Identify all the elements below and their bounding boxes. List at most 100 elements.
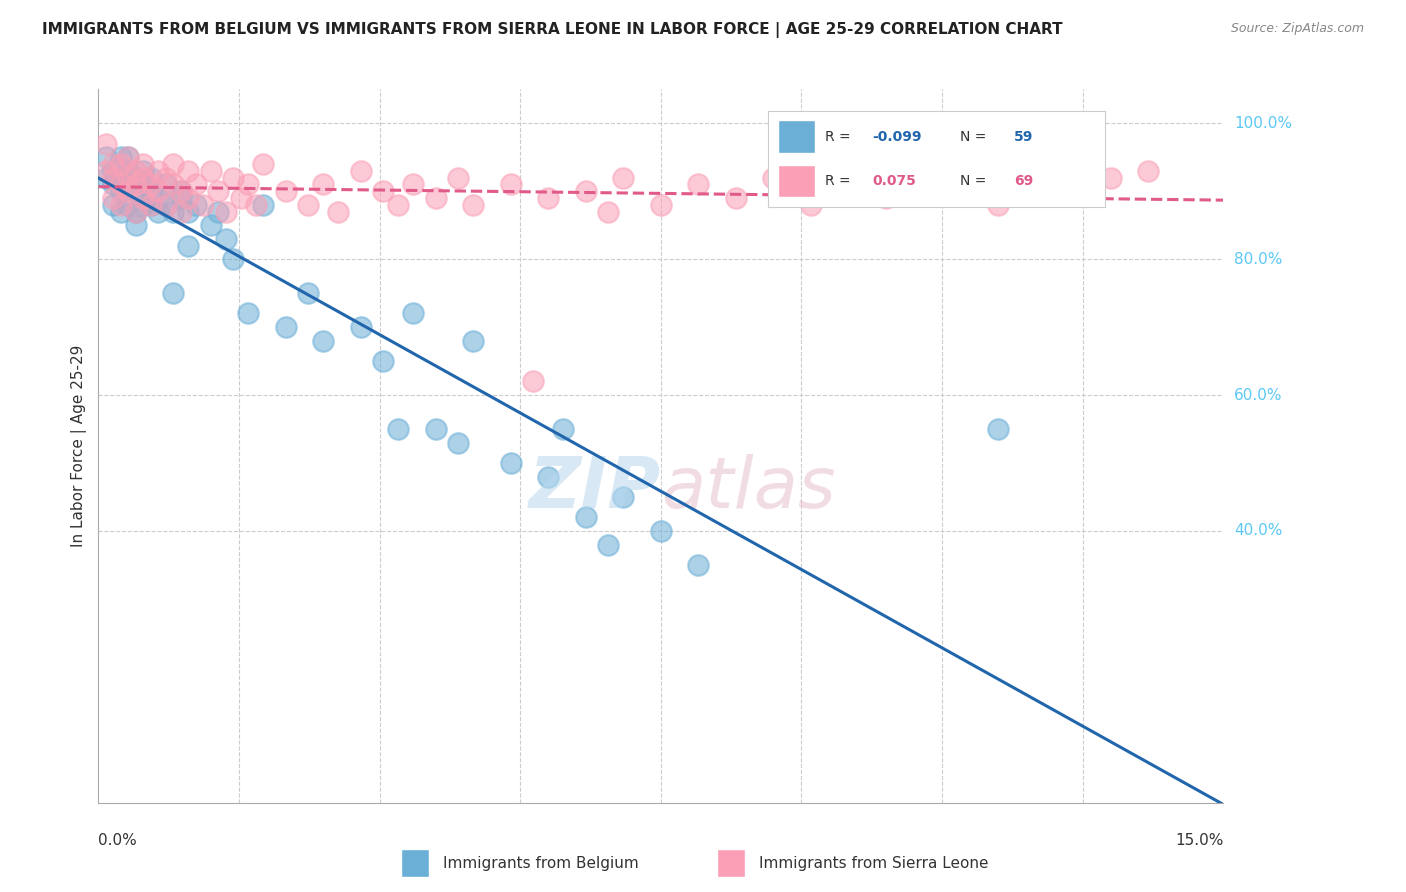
Point: [575, 184, 598, 198]
Point: [252, 198, 274, 212]
Point: [312, 334, 335, 348]
Point: [103, 198, 125, 212]
Point: [200, 163, 222, 178]
Point: [94, 150, 117, 164]
Point: [402, 178, 425, 192]
Point: [162, 178, 184, 192]
Point: [373, 354, 395, 368]
Point: [103, 191, 125, 205]
Point: [238, 306, 260, 320]
Point: [688, 558, 710, 572]
Point: [1062, 184, 1084, 198]
Point: [110, 178, 132, 192]
Point: [177, 191, 200, 205]
Point: [350, 163, 373, 178]
Point: [598, 537, 620, 551]
Point: [537, 469, 560, 483]
Point: [155, 198, 177, 212]
Point: [117, 150, 139, 164]
Point: [110, 198, 132, 212]
Point: [387, 198, 409, 212]
Text: atlas: atlas: [661, 454, 835, 524]
Point: [103, 178, 125, 192]
Point: [125, 170, 148, 185]
Point: [1099, 170, 1122, 185]
Point: [402, 306, 425, 320]
Point: [425, 191, 447, 205]
Point: [94, 170, 117, 185]
Point: [170, 191, 193, 205]
Point: [125, 204, 148, 219]
Point: [139, 178, 162, 192]
Point: [177, 163, 200, 178]
Point: [447, 435, 470, 450]
Point: [222, 252, 245, 266]
Point: [987, 422, 1010, 436]
Point: [650, 524, 672, 538]
Point: [184, 178, 207, 192]
Point: [238, 178, 260, 192]
Point: [837, 178, 859, 192]
Point: [110, 204, 132, 219]
Point: [762, 170, 785, 185]
Point: [215, 204, 238, 219]
Point: [612, 170, 634, 185]
Point: [724, 191, 747, 205]
Point: [598, 204, 620, 219]
Point: [117, 184, 139, 198]
Point: [1137, 163, 1160, 178]
Point: [139, 198, 162, 212]
Point: [162, 286, 184, 301]
Point: [125, 218, 148, 232]
Point: [132, 163, 155, 178]
Point: [312, 178, 335, 192]
Point: [162, 157, 184, 171]
Point: [215, 232, 238, 246]
Point: [125, 184, 148, 198]
Point: [148, 184, 170, 198]
Point: [110, 157, 132, 171]
Bar: [717, 849, 745, 877]
Point: [148, 204, 170, 219]
Point: [139, 184, 162, 198]
Point: [103, 157, 125, 171]
Text: 80.0%: 80.0%: [1234, 252, 1282, 267]
Point: [125, 178, 148, 192]
Point: [148, 191, 170, 205]
Bar: [401, 849, 429, 877]
Point: [245, 198, 267, 212]
Point: [139, 198, 162, 212]
Point: [170, 184, 193, 198]
Text: Source: ZipAtlas.com: Source: ZipAtlas.com: [1230, 22, 1364, 36]
Point: [132, 170, 155, 185]
Text: IMMIGRANTS FROM BELGIUM VS IMMIGRANTS FROM SIERRA LEONE IN LABOR FORCE | AGE 25-: IMMIGRANTS FROM BELGIUM VS IMMIGRANTS FR…: [42, 22, 1063, 38]
Point: [350, 320, 373, 334]
Y-axis label: In Labor Force | Age 25-29: In Labor Force | Age 25-29: [72, 345, 87, 547]
Point: [155, 170, 177, 185]
Point: [103, 163, 125, 178]
Text: 0.0%: 0.0%: [98, 833, 138, 848]
Point: [912, 170, 935, 185]
Point: [499, 456, 522, 470]
Point: [297, 286, 319, 301]
Point: [387, 422, 409, 436]
Point: [132, 198, 155, 212]
Text: Immigrants from Sierra Leone: Immigrants from Sierra Leone: [759, 855, 988, 871]
Point: [499, 178, 522, 192]
Point: [1025, 178, 1047, 192]
Point: [553, 422, 575, 436]
Point: [162, 204, 184, 219]
Point: [800, 198, 823, 212]
Point: [425, 422, 447, 436]
Point: [373, 184, 395, 198]
Point: [117, 163, 139, 178]
Point: [132, 191, 155, 205]
Text: 100.0%: 100.0%: [1234, 116, 1292, 131]
Point: [103, 170, 125, 185]
Point: [207, 204, 229, 219]
Point: [132, 178, 155, 192]
Point: [274, 184, 297, 198]
Point: [650, 198, 672, 212]
Point: [229, 191, 252, 205]
Point: [207, 184, 229, 198]
